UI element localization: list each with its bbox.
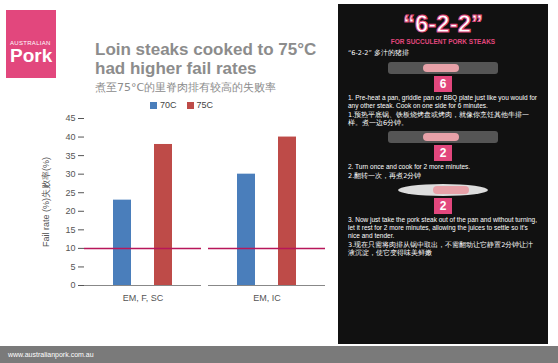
html-text:www.australianpork.com.au: www.australianpork.com.au (8, 351, 94, 358)
svg-text:30: 30 (65, 169, 75, 179)
svg-text:5: 5 (70, 262, 75, 272)
svg-text:40: 40 (65, 132, 75, 142)
html-text:Loin steaks cooked to 75°C had: Loin steaks cooked to 75°C had higher fa… (95, 40, 317, 78)
html-text:AUSTRALIAN: AUSTRALIAN (10, 40, 51, 46)
html-text:“6-2-2”: “6-2-2” (403, 10, 483, 37)
svg-text:15: 15 (65, 225, 75, 235)
html-text:煮至75°C的里脊肉排有较高的失败率: 煮至75°C的里脊肉排有较高的失败率 (95, 81, 277, 94)
svg-text:EM, F, SC: EM, F, SC (123, 293, 164, 303)
svg-text:EM, IC: EM, IC (253, 293, 281, 303)
html-text:Pork: Pork (10, 45, 53, 66)
html-text:2: 2 (439, 146, 447, 160)
html-text:2. Turn once and cook for 2 mo: 2. Turn once and cook for 2 more minutes… (348, 163, 471, 170)
svg-text:0: 0 (70, 280, 75, 290)
svg-text:Fail rate (%)失败率(%): Fail rate (%)失败率(%) (41, 157, 51, 247)
html-text:3. Now just take the pork stea: 3. Now just take the pork steak out of t… (348, 216, 537, 239)
html-text:2.翻转一次，再煮2分钟: 2.翻转一次，再煮2分钟 (348, 172, 422, 180)
html-text:75C: 75C (196, 100, 213, 110)
svg-text:35: 35 (65, 150, 75, 160)
html-text:FOR SUCCULENT PORK STEAKS: FOR SUCCULENT PORK STEAKS (390, 38, 496, 45)
html-text:“6-2-2” 多汁的猪排: “6-2-2” 多汁的猪排 (348, 49, 409, 57)
html-text:3.现在只需将肉排从锅中取出，不需翻动让它静置2分钟让汁液沉: 3.现在只需将肉排从锅中取出，不需翻动让它静置2分钟让汁液沉淀，使它变得味美鲜嫩 (348, 241, 534, 257)
svg-text:10: 10 (65, 243, 75, 253)
html-text:6: 6 (439, 77, 447, 91)
html-text:1. Pre-heat a pan, griddle pan: 1. Pre-heat a pan, griddle pan or BBQ pl… (348, 94, 537, 109)
html-text:1.预热平底锅、铁板烧烤盘或烤肉，就像你烹饪其他牛排一样。煮: 1.预热平底锅、铁板烧烤盘或烤肉，就像你烹饪其他牛排一样。煮一边6分钟。 (348, 111, 530, 127)
svg-text:45: 45 (65, 113, 75, 123)
svg-text:25: 25 (65, 188, 75, 198)
svg-text:20: 20 (65, 206, 75, 216)
html-text:2: 2 (439, 199, 447, 213)
html-text:70C: 70C (160, 100, 177, 110)
